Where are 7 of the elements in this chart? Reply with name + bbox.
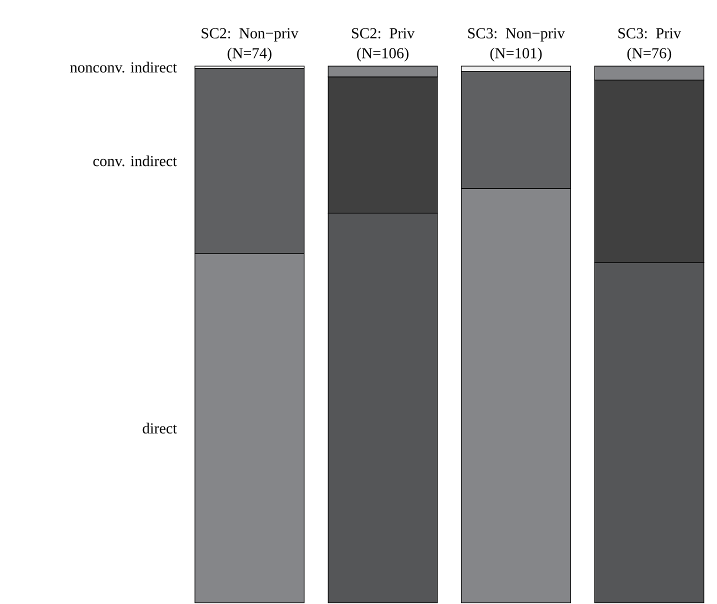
x-tick-label: SC3: Non−priv (N=101)	[468, 28, 565, 62]
x-tick-label: SC2: Non−priv (N=74)	[202, 28, 298, 62]
series-label: direct	[142, 422, 177, 434]
x-tick-label: SC2: Priv (N=106)	[352, 28, 415, 62]
x-tick-label: SC3: Priv (N=76)	[618, 28, 682, 62]
series-label: conv. indirect	[93, 155, 177, 166]
series-label: nonconv. indirect	[70, 62, 177, 73]
